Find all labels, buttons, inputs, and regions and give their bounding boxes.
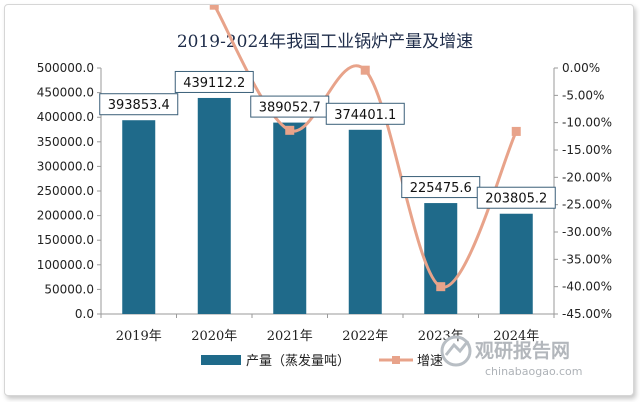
data-label-text: 393853.4 (108, 98, 170, 113)
data-label-text: 225475.6 (410, 181, 472, 196)
legend-swatch-bar (201, 355, 241, 365)
y-right-tick-label: -5.00% (562, 88, 604, 102)
bar (424, 203, 458, 314)
data-label-text: 374401.1 (334, 108, 396, 123)
y-left-tick-label: 0.0 (75, 307, 94, 321)
y-left-tick-label: 100000.0 (37, 258, 94, 272)
data-label: 225475.6 (401, 176, 481, 199)
x-tick-label: 2019年 (116, 329, 162, 344)
y-right-tick-label: -25.00% (562, 198, 612, 212)
legend-label-bar: 产量（蒸发量吨） (246, 353, 350, 369)
data-label-text: 389052.7 (259, 101, 321, 116)
chart-title: 2019-2024年我国工业锅炉产量及增速 (177, 32, 473, 52)
bar (499, 213, 533, 314)
y-right-tick-label: -10.00% (562, 116, 612, 130)
y-right-tick-label: -15.00% (562, 143, 612, 157)
watermark: 观研报告网 chinabaogao.com (440, 335, 583, 378)
data-label-box (476, 186, 556, 209)
x-tick-label: 2024年 (493, 329, 539, 344)
y-right-tick-label: -30.00% (562, 225, 612, 239)
data-label: 374401.1 (325, 102, 405, 125)
data-label: 439112.2 (174, 70, 254, 93)
y-right-tick-label: -20.00% (562, 170, 612, 184)
growth-marker (360, 65, 370, 75)
y-right-tick-label: -45.00% (562, 307, 612, 321)
data-label-text: 439112.2 (183, 76, 245, 91)
x-tick-label: 2023年 (418, 329, 464, 344)
x-tick-label: 2022年 (342, 329, 388, 344)
watermark-text-cn: 观研报告网 (475, 339, 570, 362)
y-left-tick-label: 300000.0 (37, 159, 94, 173)
y-left-tick-label: 400000.0 (37, 110, 94, 124)
data-label: 393853.4 (99, 93, 179, 116)
data-labels: 393853.4 439112.2 389052.7 374401.1 225475.6… (99, 70, 556, 209)
data-label-box (325, 102, 405, 125)
y-left-tick-label: 50000.0 (44, 282, 94, 296)
y-left-tick-label: 250000.0 (37, 184, 94, 198)
y-left-tick-label: 500000.0 (37, 61, 94, 75)
data-label-box (99, 93, 179, 116)
bar (122, 120, 156, 315)
axes: 0.0 50000.0 100000.0 150000.0 200000.0 250000… (37, 61, 612, 344)
x-tick-label: 2020年 (191, 329, 237, 344)
bar (273, 122, 307, 314)
x-tick-label: 2021年 (267, 329, 313, 344)
growth-marker (511, 126, 521, 136)
legend: 产量（蒸发量吨） 增速 (201, 353, 443, 369)
y-left-tick-label: 200000.0 (37, 209, 94, 223)
watermark-text-en: chinabaogao.com (485, 365, 583, 378)
data-label: 203805.2 (476, 186, 556, 209)
y-left-tick-label: 150000.0 (37, 233, 94, 247)
y-right-tick-label: 0.00% (562, 61, 600, 75)
growth-marker (285, 125, 295, 135)
legend-label-line: 增速 (417, 354, 443, 369)
y-right-tick-label: -40.00% (562, 280, 612, 294)
y-left-tick-label: 350000.0 (37, 135, 94, 149)
chart-frame: 2019-2024年我国工业锅炉产量及增速 0.0 50000.0 100000.0… (4, 4, 634, 396)
growth-marker (436, 282, 446, 292)
bar (348, 129, 382, 314)
legend-swatch-marker (392, 356, 400, 364)
data-label-box (174, 70, 254, 93)
data-label-text: 203805.2 (485, 192, 547, 207)
y-right-tick-label: -35.00% (562, 252, 612, 266)
bar-series (122, 97, 533, 315)
bar (197, 97, 231, 315)
data-label: 389052.7 (250, 95, 330, 118)
chart-svg: 2019-2024年我国工业锅炉产量及增速 0.0 50000.0 100000.0… (37, 5, 612, 378)
y-left-tick-label: 450000.0 (37, 86, 94, 100)
growth-marker (209, 5, 219, 10)
watermark-logo-icon (440, 335, 472, 367)
